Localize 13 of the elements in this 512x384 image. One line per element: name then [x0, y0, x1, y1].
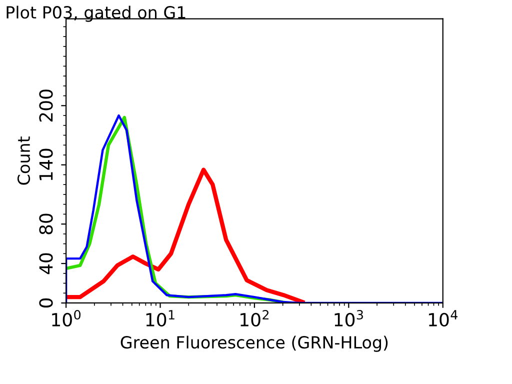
- x-tick-label: 10$^{2}$: [240, 310, 268, 327]
- x-tick-label: 10$^{4}$: [428, 310, 458, 327]
- y-tick-label: 200: [39, 90, 53, 122]
- y-axis-title: Count: [17, 136, 30, 185]
- x-tick-label: 10$^{0}$: [52, 310, 81, 327]
- x-axis-title: Green Fluorescence (GRN-HLog): [120, 336, 388, 352]
- y-tick-label: 0: [39, 298, 53, 308]
- y-tick-label: 40: [39, 253, 53, 274]
- x-tick-label: 10$^{1}$: [146, 310, 174, 327]
- y-tick-label: 80: [39, 214, 53, 234]
- y-tick-label: 140: [39, 148, 53, 180]
- chart-title: Plot P03, gated on G1: [6, 6, 186, 22]
- x-tick-label: 10$^{3}$: [334, 310, 363, 327]
